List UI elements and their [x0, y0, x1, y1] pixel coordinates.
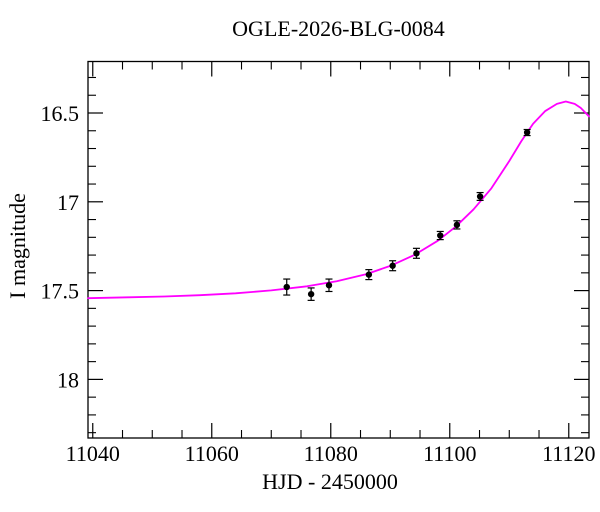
- chart-title: OGLE-2026-BLG-0084: [232, 16, 445, 41]
- y-axis-tick-label: 18: [57, 367, 79, 392]
- data-point: [283, 278, 291, 296]
- x-axis-tick-label: 11060: [185, 441, 239, 466]
- x-axis-tick-label: 11100: [423, 441, 476, 466]
- data-point-marker: [283, 283, 290, 291]
- data-point: [325, 278, 333, 293]
- data-point: [412, 247, 420, 259]
- x-axis-label: HJD - 2450000: [262, 469, 398, 494]
- data-point: [453, 220, 461, 230]
- y-axis-tick-label: 17.5: [41, 279, 80, 304]
- data-point-marker: [523, 129, 531, 136]
- x-axis-tick-label: 11080: [304, 441, 358, 466]
- data-point-marker: [365, 271, 373, 278]
- x-axis-tick-label: 11120: [542, 441, 595, 466]
- data-point: [307, 287, 315, 301]
- data-point: [523, 128, 531, 137]
- data-point: [389, 260, 397, 272]
- data-point-marker: [476, 193, 484, 200]
- data-point: [476, 191, 484, 201]
- model-curve: [87, 100, 590, 300]
- data-point: [436, 230, 444, 241]
- data-point-marker: [453, 221, 461, 229]
- data-point-marker: [389, 262, 396, 269]
- data-point: [365, 269, 373, 281]
- x-axis-tick-label: 11040: [66, 441, 120, 466]
- data-point-marker: [413, 250, 420, 257]
- y-axis-tick-label: 16.5: [41, 101, 80, 126]
- data-point-marker: [325, 282, 333, 289]
- plot-frame: [87, 60, 590, 439]
- data-point-marker: [437, 232, 444, 239]
- data-point-marker: [307, 290, 315, 298]
- y-axis-tick-label: 17: [57, 190, 79, 215]
